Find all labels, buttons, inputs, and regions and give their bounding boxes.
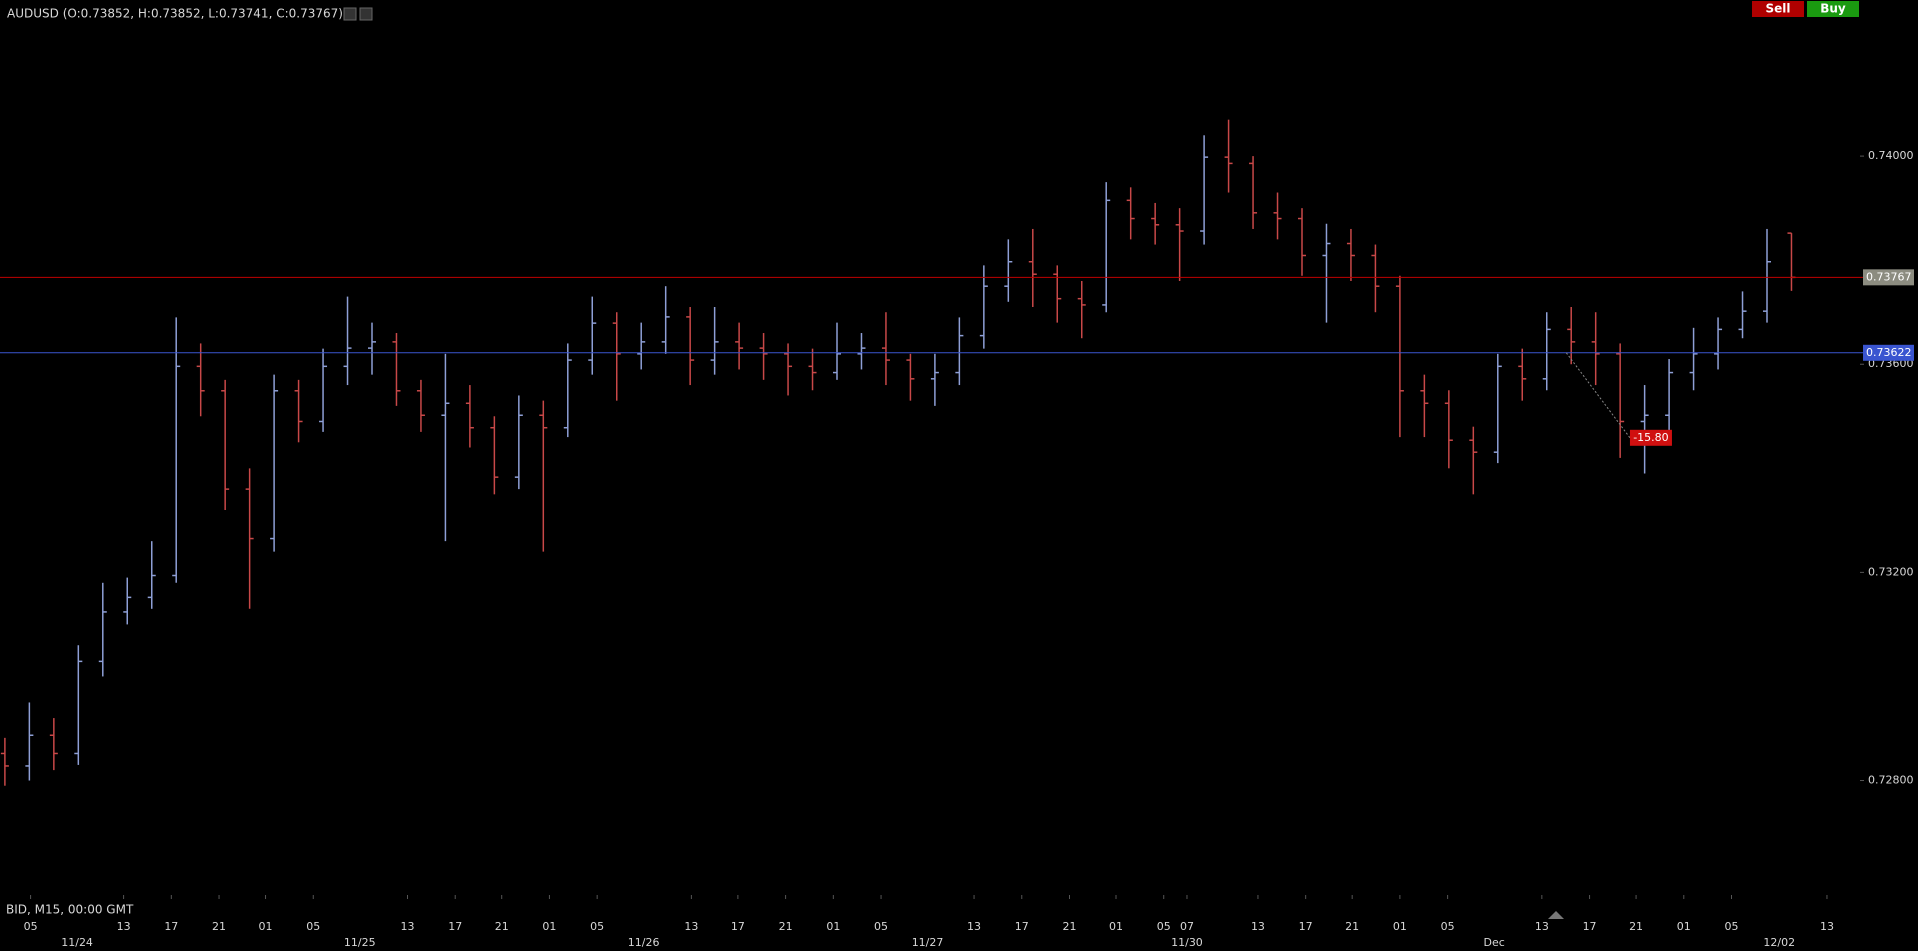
x-tick-label: 21: [1063, 920, 1077, 933]
y-tick-label: 0.72800: [1868, 774, 1914, 787]
y-tick-label: 0.73200: [1868, 565, 1914, 578]
sell-button[interactable]: [1752, 1, 1804, 17]
x-tick-label: 13: [967, 920, 981, 933]
x-tick-label: 01: [1109, 920, 1123, 933]
x-tick-label: 17: [1015, 920, 1029, 933]
date-tick-label: 11/30: [1171, 936, 1203, 949]
x-tick-label: 01: [259, 920, 273, 933]
date-tick-label: 11/24: [61, 936, 93, 949]
date-tick-label: 11/26: [628, 936, 660, 949]
settings-icon[interactable]: [343, 7, 357, 21]
buy-label[interactable]: Buy: [1820, 2, 1846, 16]
subtitle: BID, M15, 00:00 GMT: [6, 903, 134, 917]
scroll-marker[interactable]: [1548, 911, 1564, 919]
x-tick-label: 05: [1157, 920, 1171, 933]
x-tick-label: 21: [779, 920, 793, 933]
x-tick-label: 13: [684, 920, 698, 933]
x-tick-label: 01: [1677, 920, 1691, 933]
buy-button[interactable]: [1807, 1, 1859, 17]
x-tick-label: 05: [874, 920, 888, 933]
close-icon[interactable]: [359, 7, 373, 21]
y-tick-label: 0.74000: [1868, 149, 1914, 162]
bid-line-label: 0.73622: [1866, 346, 1912, 359]
x-tick-label: 13: [1535, 920, 1549, 933]
date-tick-label: 11/27: [912, 936, 944, 949]
x-tick-label: 21: [495, 920, 509, 933]
x-tick-label: 05: [1725, 920, 1739, 933]
bid-line-tag: [1863, 344, 1914, 361]
price-line-tag: [1863, 269, 1914, 286]
x-tick-label: 05: [590, 920, 604, 933]
trade-link: [1565, 352, 1631, 439]
date-tick-label: 12/02: [1763, 936, 1795, 949]
annotation: -15.80: [1633, 431, 1668, 444]
annotation-box: [1629, 429, 1672, 446]
x-tick-label: 05: [24, 920, 38, 933]
x-tick-label: 07: [1180, 920, 1194, 933]
x-tick-label: 17: [731, 920, 745, 933]
x-tick-label: 13: [117, 920, 131, 933]
sell-label[interactable]: Sell: [1765, 2, 1790, 16]
price-line-label: 0.73767: [1866, 270, 1912, 283]
x-tick-label: 17: [1583, 920, 1597, 933]
x-tick-label: 21: [1345, 920, 1359, 933]
x-tick-label: 21: [1629, 920, 1643, 933]
x-tick-label: 01: [826, 920, 840, 933]
date-tick-label: Dec: [1483, 936, 1504, 949]
x-tick-label: 17: [164, 920, 178, 933]
x-tick-label: 13: [400, 920, 414, 933]
x-tick-label: 05: [1441, 920, 1455, 933]
x-tick-label: 13: [1820, 920, 1834, 933]
x-tick-label: 05: [306, 920, 320, 933]
x-tick-label: 17: [1299, 920, 1313, 933]
chart-title: AUDUSD (O:0.73852, H:0.73852, L:0.73741,…: [7, 7, 343, 21]
x-tick-label: 13: [1251, 920, 1265, 933]
x-tick-label: 21: [212, 920, 226, 933]
x-tick-label: 01: [1393, 920, 1407, 933]
date-tick-label: 11/25: [344, 936, 376, 949]
x-tick-label: 01: [542, 920, 556, 933]
x-tick-label: 17: [448, 920, 462, 933]
